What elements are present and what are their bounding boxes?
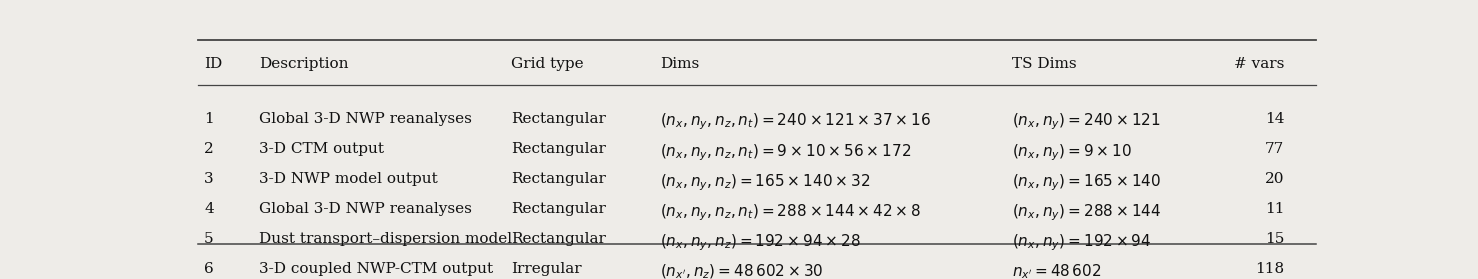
Text: Grid type: Grid type xyxy=(511,57,584,71)
Text: 3: 3 xyxy=(204,172,214,186)
Text: Dust transport–dispersion model: Dust transport–dispersion model xyxy=(259,232,513,246)
Text: $(n_x, n_y, n_z, n_t) = 288 \times 144 \times 42 \times 8$: $(n_x, n_y, n_z, n_t) = 288 \times 144 \… xyxy=(661,202,921,223)
Text: Rectangular: Rectangular xyxy=(511,142,606,156)
Text: 14: 14 xyxy=(1265,112,1284,126)
Text: 11: 11 xyxy=(1265,202,1284,216)
Text: Rectangular: Rectangular xyxy=(511,172,606,186)
Text: $(n_x, n_y, n_z, n_t) = 240 \times 121 \times 37 \times 16$: $(n_x, n_y, n_z, n_t) = 240 \times 121 \… xyxy=(661,112,931,133)
Text: $(n_x, n_y, n_z, n_t) = 9 \times 10 \times 56 \times 172$: $(n_x, n_y, n_z, n_t) = 9 \times 10 \tim… xyxy=(661,142,912,163)
Text: 20: 20 xyxy=(1265,172,1284,186)
Text: $(n_x, n_y) = 240 \times 121$: $(n_x, n_y) = 240 \times 121$ xyxy=(1012,112,1160,133)
Text: 3-D coupled NWP-CTM output: 3-D coupled NWP-CTM output xyxy=(259,262,494,276)
Text: 15: 15 xyxy=(1265,232,1284,246)
Text: Rectangular: Rectangular xyxy=(511,202,606,216)
Text: 3-D NWP model output: 3-D NWP model output xyxy=(259,172,437,186)
Text: Rectangular: Rectangular xyxy=(511,232,606,246)
Text: # vars: # vars xyxy=(1234,57,1284,71)
Text: 3-D CTM output: 3-D CTM output xyxy=(259,142,384,156)
Text: 6: 6 xyxy=(204,262,214,276)
Text: $(n_x, n_y) = 288 \times 144$: $(n_x, n_y) = 288 \times 144$ xyxy=(1012,202,1162,223)
Text: Dims: Dims xyxy=(661,57,699,71)
Text: 118: 118 xyxy=(1255,262,1284,276)
Text: Irregular: Irregular xyxy=(511,262,582,276)
Text: $(n_x, n_y, n_z) = 165 \times 140 \times 32$: $(n_x, n_y, n_z) = 165 \times 140 \times… xyxy=(661,172,871,193)
Text: $(n_x, n_y) = 9 \times 10$: $(n_x, n_y) = 9 \times 10$ xyxy=(1012,142,1132,163)
Text: Rectangular: Rectangular xyxy=(511,112,606,126)
Text: Global 3-D NWP reanalyses: Global 3-D NWP reanalyses xyxy=(259,202,471,216)
Text: 2: 2 xyxy=(204,142,214,156)
Text: $(n_{x'}, n_z) = 48\,602 \times 30$: $(n_{x'}, n_z) = 48\,602 \times 30$ xyxy=(661,262,823,279)
Text: ID: ID xyxy=(204,57,223,71)
Text: $(n_x, n_y) = 165 \times 140$: $(n_x, n_y) = 165 \times 140$ xyxy=(1012,172,1160,193)
Text: 5: 5 xyxy=(204,232,214,246)
Text: TS Dims: TS Dims xyxy=(1012,57,1076,71)
Text: $(n_x, n_y, n_z) = 192 \times 94 \times 28$: $(n_x, n_y, n_z) = 192 \times 94 \times … xyxy=(661,232,862,253)
Text: $n_{x'} = 48\,602$: $n_{x'} = 48\,602$ xyxy=(1012,262,1101,279)
Text: $(n_x, n_y) = 192 \times 94$: $(n_x, n_y) = 192 \times 94$ xyxy=(1012,232,1151,253)
Text: 77: 77 xyxy=(1265,142,1284,156)
Text: Global 3-D NWP reanalyses: Global 3-D NWP reanalyses xyxy=(259,112,471,126)
Text: 4: 4 xyxy=(204,202,214,216)
Text: 1: 1 xyxy=(204,112,214,126)
Text: Description: Description xyxy=(259,57,349,71)
